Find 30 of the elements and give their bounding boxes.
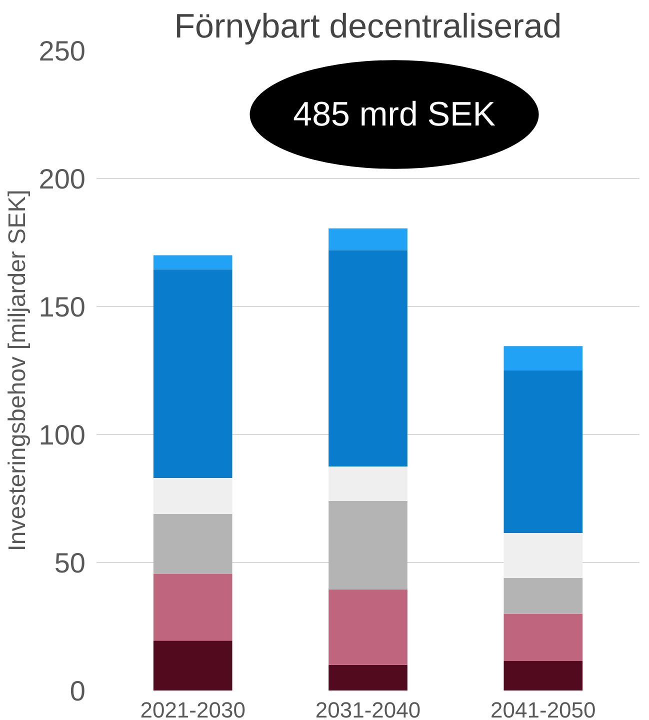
bar bbox=[153, 574, 232, 641]
x-tick-label: 2041-2050 bbox=[490, 698, 596, 720]
bar bbox=[504, 346, 583, 370]
bar bbox=[153, 640, 232, 690]
bar bbox=[504, 661, 583, 690]
y-tick-label: 0 bbox=[70, 676, 86, 706]
bar bbox=[504, 370, 583, 534]
bar bbox=[328, 250, 408, 466]
y-tick-label: 100 bbox=[38, 420, 86, 450]
bar bbox=[328, 228, 408, 250]
chart-title: Förnybart decentraliserad bbox=[174, 8, 562, 46]
bar bbox=[504, 578, 583, 614]
y-tick-label: 250 bbox=[38, 36, 86, 66]
annotation: 485 mrd SEK bbox=[293, 96, 496, 134]
x-tick-label: 2031-2040 bbox=[315, 698, 421, 720]
y-tick-label: 200 bbox=[38, 164, 86, 194]
x-tick-label: 2021-2030 bbox=[140, 698, 246, 720]
bar bbox=[504, 533, 583, 578]
bar bbox=[504, 614, 583, 662]
bar bbox=[153, 269, 232, 478]
bar bbox=[153, 514, 232, 574]
y-tick-label: 50 bbox=[54, 548, 86, 578]
bar bbox=[328, 589, 408, 665]
bar bbox=[328, 501, 408, 590]
y-axis-title: Investeringsbehov [miljarder SEK] bbox=[4, 190, 31, 552]
bar bbox=[328, 466, 408, 502]
bar bbox=[153, 478, 232, 514]
bar bbox=[153, 255, 232, 270]
bar bbox=[328, 664, 408, 690]
y-tick-label: 150 bbox=[38, 292, 86, 322]
